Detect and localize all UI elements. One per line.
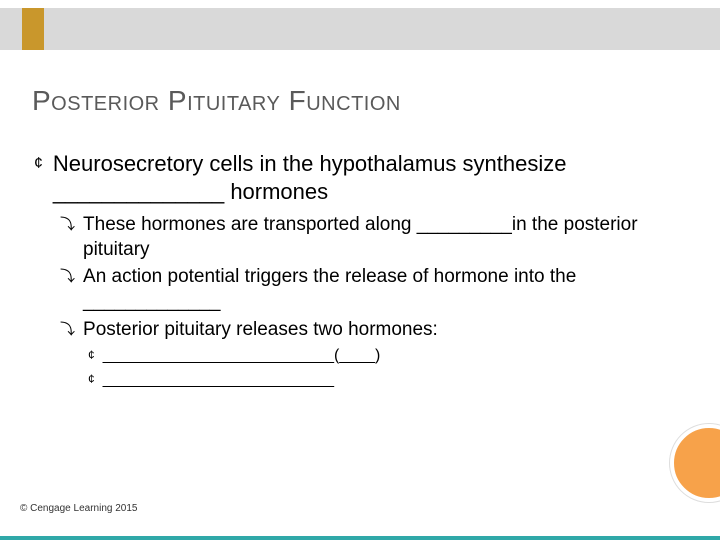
bullet-icon-lvl3: ¢ bbox=[88, 369, 95, 389]
bullet-level3: ¢ __________________________ bbox=[88, 369, 672, 391]
copyright-footer: © Cengage Learning 2015 bbox=[20, 503, 137, 514]
bullet-icon-lvl2: ⤵ bbox=[60, 318, 75, 342]
content-area: ¢ Neurosecretory cells in the hypothalam… bbox=[32, 150, 672, 393]
bullet-level2: ⤵ An action potential triggers the relea… bbox=[60, 265, 672, 314]
top-bar bbox=[0, 8, 720, 50]
lvl2-text: Posterior pituitary releases two hormone… bbox=[83, 318, 438, 343]
lvl2-text: An action potential triggers the release… bbox=[83, 265, 672, 314]
bullet-level2: ⤵ These hormones are transported along _… bbox=[60, 213, 672, 262]
decorative-circle bbox=[670, 424, 720, 502]
bullet-icon-lvl2: ⤵ bbox=[60, 213, 75, 237]
lvl2-text: These hormones are transported along ___… bbox=[83, 213, 672, 262]
lvl1-text: Neurosecretory cells in the hypothalamus… bbox=[53, 150, 672, 205]
top-accent bbox=[22, 8, 44, 50]
bullet-level1: ¢ Neurosecretory cells in the hypothalam… bbox=[32, 150, 672, 205]
bullet-icon-lvl3: ¢ bbox=[88, 345, 95, 365]
bullet-icon-lvl2: ⤵ bbox=[60, 265, 75, 289]
bullet-level3: ¢ __________________________(____) bbox=[88, 345, 672, 367]
bullet-icon-lvl1: ¢ bbox=[32, 150, 43, 178]
slide-title: Posterior Pituitary Function bbox=[32, 85, 401, 117]
lvl3-list: ¢ __________________________(____) ¢ ___… bbox=[60, 345, 672, 390]
slide: Posterior Pituitary Function ¢ Neurosecr… bbox=[0, 0, 720, 540]
lvl2-list: ⤵ These hormones are transported along _… bbox=[32, 213, 672, 391]
lvl3-text: __________________________ bbox=[103, 369, 334, 391]
bullet-level2: ⤵ Posterior pituitary releases two hormo… bbox=[60, 318, 672, 343]
lvl3-text: __________________________(____) bbox=[103, 345, 381, 367]
